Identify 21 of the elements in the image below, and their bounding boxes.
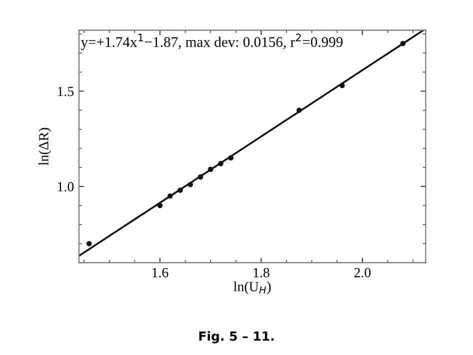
x-tick-label: 1.8	[254, 268, 270, 278]
point	[296, 108, 302, 113]
point	[167, 193, 173, 199]
point	[218, 160, 224, 166]
x-axis-title: ln(U$_{H}$)	[234, 282, 271, 294]
y-tick-label: 1.5	[58, 86, 74, 96]
x-tick-label: 1.6	[152, 268, 168, 278]
point	[86, 240, 92, 246]
point	[188, 182, 193, 188]
point	[157, 202, 163, 208]
caption: Fig. 5 – 11.	[199, 331, 274, 344]
point	[340, 82, 345, 88]
x-tick-label: 2.0	[354, 268, 371, 278]
point	[198, 174, 204, 180]
point	[208, 166, 214, 172]
y-axis-title: ln(ΔR)	[38, 128, 52, 166]
point	[400, 40, 406, 46]
y-tick-label: 1.0	[58, 182, 74, 192]
annotation: y=+1.74x$^{1}$−1.87, max dev: 0.0156, r$^{2}$=0.999	[80, 34, 343, 50]
point	[228, 155, 234, 161]
point	[178, 188, 183, 193]
